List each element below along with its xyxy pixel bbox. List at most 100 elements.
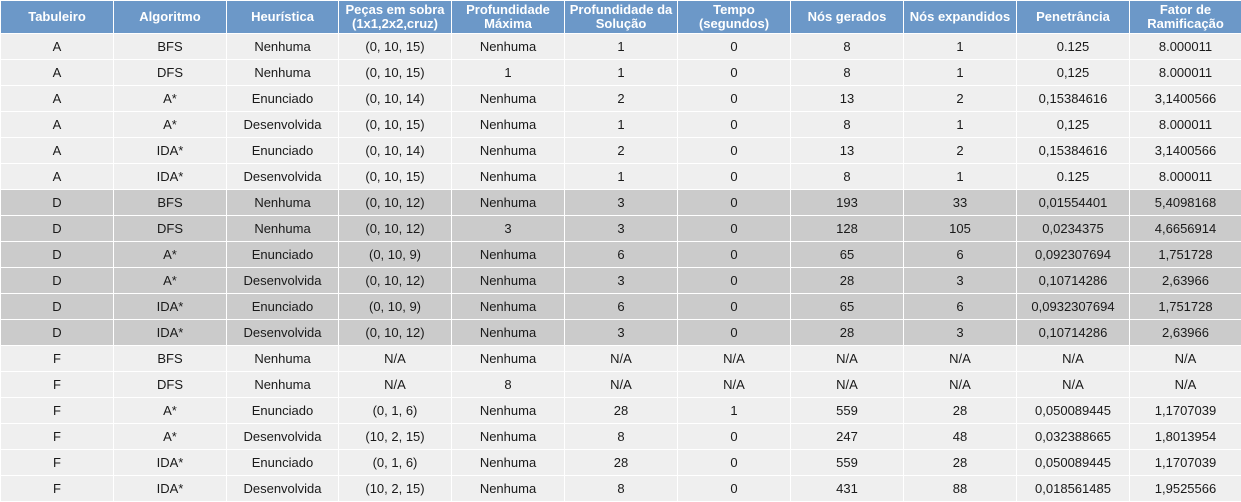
cell-nos-gerados: 28: [791, 320, 904, 346]
cell-heuristica: Nenhuma: [227, 60, 339, 86]
cell-profundidade-solucao: 3: [565, 216, 678, 242]
cell-tempo: N/A: [678, 346, 791, 372]
cell-profundidade-solucao: 8: [565, 424, 678, 450]
cell-profundidade-maxima: 8: [452, 372, 565, 398]
cell-fator-ramificacao: 1,8013954: [1130, 424, 1241, 450]
cell-tabuleiro: F: [1, 424, 114, 450]
cell-fator-ramificacao: 5,4098168: [1130, 190, 1241, 216]
cell-nos-expandidos: 1: [904, 60, 1017, 86]
cell-tabuleiro: D: [1, 294, 114, 320]
cell-profundidade-solucao: 8: [565, 476, 678, 502]
cell-algoritmo: A*: [114, 242, 227, 268]
cell-profundidade-maxima: Nenhuma: [452, 138, 565, 164]
cell-profundidade-solucao: 28: [565, 450, 678, 476]
cell-tabuleiro: F: [1, 476, 114, 502]
cell-fator-ramificacao: 1,1707039: [1130, 398, 1241, 424]
cell-tabuleiro: F: [1, 372, 114, 398]
cell-nos-gerados: 65: [791, 294, 904, 320]
cell-nos-expandidos: 6: [904, 242, 1017, 268]
cell-tempo: 0: [678, 60, 791, 86]
cell-nos-gerados: 65: [791, 242, 904, 268]
cell-algoritmo: BFS: [114, 190, 227, 216]
cell-profundidade-maxima: Nenhuma: [452, 476, 565, 502]
cell-nos-expandidos: 1: [904, 34, 1017, 60]
cell-profundidade-maxima: Nenhuma: [452, 86, 565, 112]
cell-nos-expandidos: 105: [904, 216, 1017, 242]
cell-penetrancia: 0.125: [1017, 164, 1130, 190]
cell-tempo: 0: [678, 424, 791, 450]
cell-penetrancia: 0,125: [1017, 112, 1130, 138]
cell-nos-expandidos: 2: [904, 86, 1017, 112]
cell-tempo: 0: [678, 268, 791, 294]
cell-pecas-em-sobra: (0, 10, 12): [339, 320, 452, 346]
cell-profundidade-solucao: 28: [565, 398, 678, 424]
cell-nos-gerados: 128: [791, 216, 904, 242]
cell-profundidade-maxima: Nenhuma: [452, 450, 565, 476]
cell-tabuleiro: A: [1, 112, 114, 138]
cell-nos-gerados: 8: [791, 34, 904, 60]
cell-penetrancia: 0,15384616: [1017, 86, 1130, 112]
cell-heuristica: Desenvolvida: [227, 424, 339, 450]
cell-pecas-em-sobra: (0, 10, 12): [339, 190, 452, 216]
header-tempo: Tempo(segundos): [678, 1, 791, 34]
cell-tempo: 0: [678, 216, 791, 242]
cell-penetrancia: 0,050089445: [1017, 450, 1130, 476]
cell-heuristica: Desenvolvida: [227, 320, 339, 346]
cell-profundidade-maxima: Nenhuma: [452, 424, 565, 450]
cell-tabuleiro: D: [1, 242, 114, 268]
cell-fator-ramificacao: 1,1707039: [1130, 450, 1241, 476]
cell-penetrancia: N/A: [1017, 346, 1130, 372]
cell-pecas-em-sobra: N/A: [339, 346, 452, 372]
cell-penetrancia: 0,092307694: [1017, 242, 1130, 268]
cell-profundidade-maxima: Nenhuma: [452, 34, 565, 60]
cell-pecas-em-sobra: (0, 1, 6): [339, 450, 452, 476]
cell-tempo: 0: [678, 112, 791, 138]
cell-nos-gerados: 431: [791, 476, 904, 502]
cell-fator-ramificacao: 2,63966: [1130, 268, 1241, 294]
cell-tempo: 0: [678, 294, 791, 320]
header-penetrancia: Penetrância: [1017, 1, 1130, 34]
cell-heuristica: Nenhuma: [227, 216, 339, 242]
cell-tabuleiro: F: [1, 346, 114, 372]
header-algoritmo: Algoritmo: [114, 1, 227, 34]
cell-fator-ramificacao: 8.000011: [1130, 60, 1241, 86]
cell-profundidade-solucao: N/A: [565, 346, 678, 372]
cell-nos-gerados: 193: [791, 190, 904, 216]
cell-tabuleiro: D: [1, 216, 114, 242]
cell-profundidade-solucao: 3: [565, 268, 678, 294]
cell-tempo: 0: [678, 86, 791, 112]
cell-algoritmo: IDA*: [114, 138, 227, 164]
header-heuristica: Heurística: [227, 1, 339, 34]
cell-tempo: 0: [678, 138, 791, 164]
cell-algoritmo: BFS: [114, 34, 227, 60]
cell-profundidade-solucao: 2: [565, 138, 678, 164]
cell-fator-ramificacao: N/A: [1130, 372, 1241, 398]
cell-penetrancia: 0.125: [1017, 34, 1130, 60]
cell-fator-ramificacao: 1,751728: [1130, 242, 1241, 268]
cell-profundidade-solucao: N/A: [565, 372, 678, 398]
cell-penetrancia: 0,15384616: [1017, 138, 1130, 164]
cell-algoritmo: IDA*: [114, 294, 227, 320]
cell-heuristica: Enunciado: [227, 294, 339, 320]
cell-fator-ramificacao: 8.000011: [1130, 112, 1241, 138]
cell-tabuleiro: F: [1, 450, 114, 476]
cell-fator-ramificacao: 1,9525566: [1130, 476, 1241, 502]
cell-heuristica: Nenhuma: [227, 346, 339, 372]
cell-profundidade-maxima: Nenhuma: [452, 268, 565, 294]
cell-tempo: 0: [678, 476, 791, 502]
cell-profundidade-maxima: Nenhuma: [452, 112, 565, 138]
cell-penetrancia: 0,01554401: [1017, 190, 1130, 216]
cell-pecas-em-sobra: (10, 2, 15): [339, 476, 452, 502]
cell-algoritmo: DFS: [114, 372, 227, 398]
cell-nos-expandidos: 28: [904, 450, 1017, 476]
cell-algoritmo: DFS: [114, 60, 227, 86]
cell-algoritmo: A*: [114, 398, 227, 424]
